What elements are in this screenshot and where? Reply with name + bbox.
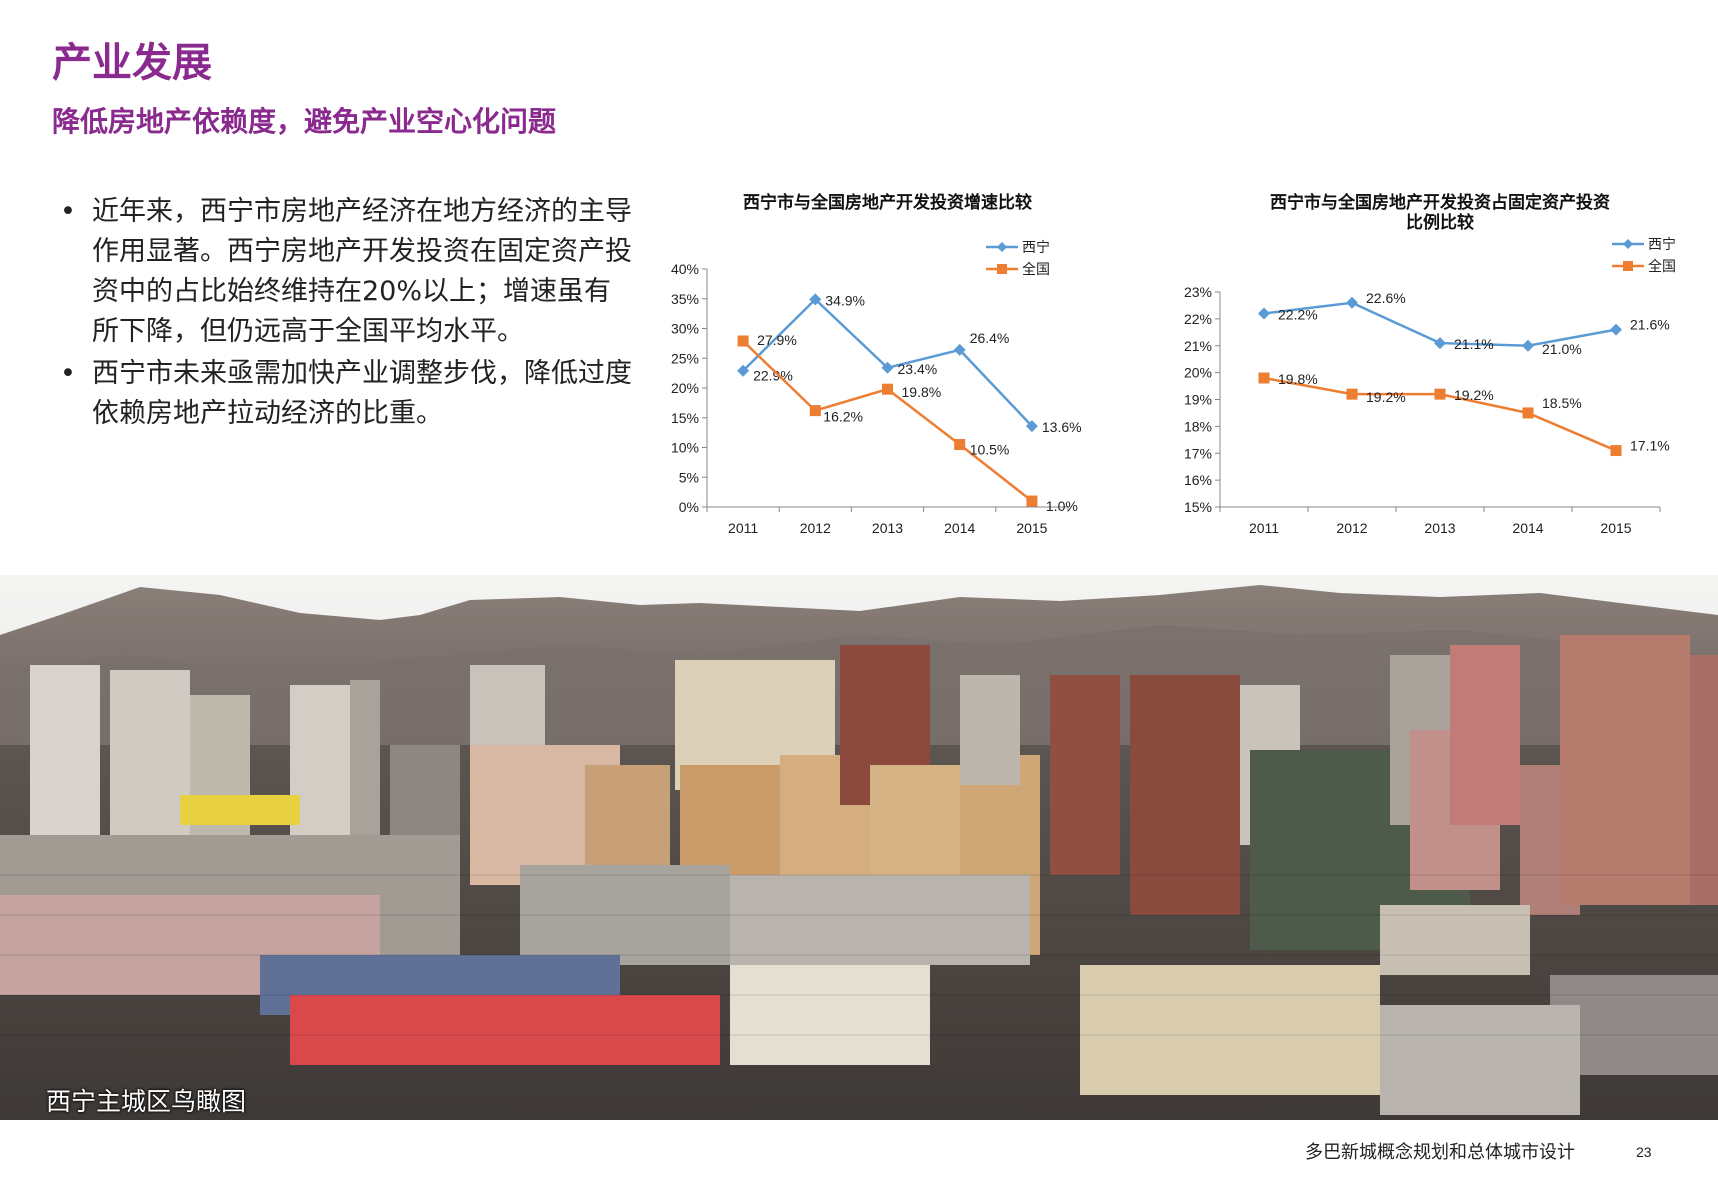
legend-marker xyxy=(1623,239,1633,249)
chart-title: 西宁市与全国房地产开发投资增速比较 xyxy=(743,192,1032,212)
data-label: 22.2% xyxy=(1278,307,1318,323)
y-tick-label: 40% xyxy=(671,261,699,277)
data-label: 21.1% xyxy=(1454,336,1494,352)
x-tick-label: 2015 xyxy=(1600,520,1631,536)
x-tick-label: 2011 xyxy=(728,520,758,536)
data-point-square xyxy=(882,383,893,395)
data-label: 19.8% xyxy=(1278,371,1318,387)
x-tick-label: 2011 xyxy=(1249,520,1279,536)
legend-label: 全国 xyxy=(1648,258,1676,274)
data-label: 21.0% xyxy=(1542,341,1582,357)
data-label: 21.6% xyxy=(1630,317,1670,333)
y-tick-label: 16% xyxy=(1184,472,1212,488)
y-tick-label: 20% xyxy=(671,380,699,396)
bullet-item: • 西宁市未来亟需加快产业调整步伐，降低过度依赖房地产拉动经济的比重。 xyxy=(52,354,632,434)
x-tick-label: 2013 xyxy=(872,520,903,536)
y-tick-label: 23% xyxy=(1184,284,1212,300)
data-label: 34.9% xyxy=(825,292,865,308)
chart-title: 比例比较 xyxy=(1406,212,1474,232)
data-point-diamond xyxy=(881,361,894,374)
data-point-square xyxy=(954,439,966,451)
data-point-diamond xyxy=(1610,323,1622,336)
page-subtitle: 降低房地产依赖度，避免产业空心化问题 xyxy=(52,105,557,138)
photo-caption: 西宁主城区鸟瞰图 xyxy=(46,1087,247,1116)
y-tick-label: 35% xyxy=(671,291,699,307)
x-tick-label: 2012 xyxy=(1336,520,1367,536)
bullet-list: • 近年来，西宁市房地产经济在地方经济的主导作用显著。西宁房地产开发投资在固定资… xyxy=(52,192,632,436)
legend-marker xyxy=(1623,261,1633,271)
data-label: 19.8% xyxy=(902,384,942,400)
data-point-diamond xyxy=(1522,339,1534,352)
data-point-diamond xyxy=(1258,307,1270,320)
bullet-text: 近年来，西宁市房地产经济在地方经济的主导作用显著。西宁房地产开发投资在固定资产投… xyxy=(92,196,632,347)
page-title: 产业发展 xyxy=(52,40,212,86)
legend-marker xyxy=(997,264,1007,274)
x-tick-label: 2014 xyxy=(1512,520,1543,536)
data-label: 23.4% xyxy=(898,361,938,377)
data-label: 27.9% xyxy=(757,332,797,348)
data-label: 16.2% xyxy=(823,409,863,425)
data-label: 13.6% xyxy=(1042,419,1082,435)
y-tick-label: 19% xyxy=(1184,392,1212,408)
data-point-square xyxy=(1434,388,1446,400)
y-tick-label: 15% xyxy=(671,410,699,426)
city-aerial-photo xyxy=(0,575,1718,1120)
y-tick-label: 30% xyxy=(671,321,699,337)
footer-text: 多巴新城概念规划和总体城市设计 xyxy=(1305,1142,1575,1163)
data-label: 19.2% xyxy=(1366,389,1406,405)
data-point-diamond xyxy=(737,364,750,377)
y-tick-label: 22% xyxy=(1184,311,1212,327)
bullet-text: 西宁市未来亟需加快产业调整步伐，降低过度依赖房地产拉动经济的比重。 xyxy=(92,358,632,429)
data-point-diamond xyxy=(1025,420,1038,433)
x-tick-label: 2013 xyxy=(1424,520,1455,536)
x-tick-label: 2015 xyxy=(1016,520,1047,536)
data-point-diamond xyxy=(1434,337,1446,350)
data-point-diamond xyxy=(953,343,966,356)
city-skyline-illustration xyxy=(0,575,1718,1120)
data-label: 17.1% xyxy=(1630,438,1670,454)
x-tick-label: 2014 xyxy=(944,520,975,536)
y-tick-label: 17% xyxy=(1184,445,1212,461)
data-label: 1.0% xyxy=(1046,498,1078,514)
data-label: 22.6% xyxy=(1366,290,1406,306)
y-tick-label: 0% xyxy=(679,499,699,515)
legend-label: 西宁 xyxy=(1022,239,1050,255)
data-point-square xyxy=(1522,407,1534,419)
chart-title: 西宁市与全国房地产开发投资占固定资产投资 xyxy=(1270,192,1610,212)
y-tick-label: 21% xyxy=(1184,338,1212,354)
y-tick-label: 15% xyxy=(1184,499,1212,515)
legend-marker xyxy=(997,242,1007,252)
page-number: 23 xyxy=(1636,1144,1652,1160)
legend-label: 西宁 xyxy=(1648,236,1676,252)
data-point-diamond xyxy=(1346,296,1358,309)
data-label: 10.5% xyxy=(970,442,1010,458)
data-point-square xyxy=(1346,388,1358,400)
y-tick-label: 18% xyxy=(1184,418,1212,434)
y-tick-label: 10% xyxy=(671,440,699,456)
bullet-item: • 近年来，西宁市房地产经济在地方经济的主导作用显著。西宁房地产开发投资在固定资… xyxy=(52,192,632,352)
x-tick-label: 2012 xyxy=(800,520,831,536)
data-label: 26.4% xyxy=(970,330,1010,346)
data-label: 19.2% xyxy=(1454,387,1494,403)
investment-growth-chart: 西宁市与全国房地产开发投资增速比较 0% 5% 10% 15% 20% 25% 30% 35% 4… xyxy=(671,192,1082,536)
data-point-diamond xyxy=(809,293,822,306)
bullet-dot: • xyxy=(60,196,76,227)
data-point-square xyxy=(1610,445,1622,457)
data-label: 18.5% xyxy=(1542,395,1582,411)
bullet-dot: • xyxy=(60,358,76,389)
y-tick-label: 5% xyxy=(679,469,699,485)
data-point-square xyxy=(1026,495,1038,507)
legend-label: 全国 xyxy=(1022,261,1050,277)
data-point-square xyxy=(809,405,821,417)
y-tick-label: 25% xyxy=(671,350,699,366)
y-tick-label: 20% xyxy=(1184,365,1212,381)
data-point-square xyxy=(737,335,749,347)
data-point-square xyxy=(1258,372,1270,384)
